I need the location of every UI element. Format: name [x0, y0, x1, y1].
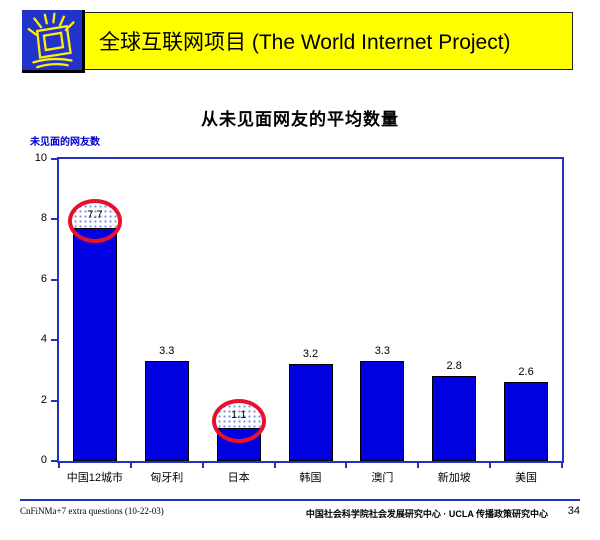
- bar-value: 2.8: [446, 360, 462, 373]
- category-label: 匈牙利: [150, 472, 184, 484]
- footer-left-text: CnFiNMa+7 extra questions (10-22-03): [20, 506, 164, 516]
- x-tick-mark: [201, 463, 204, 468]
- page-number: 34: [567, 505, 580, 517]
- y-tick-mark: [51, 339, 57, 342]
- x-tick-mark: [489, 463, 492, 468]
- category-label: 中国12城市: [66, 472, 124, 484]
- y-tick-mark: [51, 218, 57, 221]
- bar-1: [72, 228, 117, 461]
- bar-value-highlighted: 1.1: [230, 408, 247, 421]
- y-tick-label: 4: [40, 333, 47, 346]
- category-label: 美国: [515, 472, 538, 484]
- bar-value: 3.2: [302, 348, 319, 361]
- chart-title: 从未见面网友的平均数量: [201, 110, 399, 129]
- y-tick-mark: [51, 278, 57, 281]
- y-tick-label: 6: [40, 272, 47, 285]
- y-tick-mark: [51, 399, 57, 402]
- x-tick-mark: [561, 463, 563, 468]
- x-tick-mark: [58, 463, 60, 468]
- category-label: 澳门: [371, 472, 394, 484]
- bar-value: 3.3: [374, 345, 390, 358]
- category-label: 新加坡: [437, 472, 471, 484]
- x-tick-mark: [129, 463, 132, 468]
- y-tick-label: 8: [40, 212, 47, 225]
- x-tick-mark: [273, 463, 276, 468]
- bar-value-highlighted: 7.7: [87, 209, 103, 222]
- highlight-ellipse-ring: [211, 398, 266, 443]
- y-tick-mark: [51, 460, 57, 462]
- header-title: 全球互联网项目 (The World Internet Project): [99, 31, 511, 54]
- bar-2: [144, 361, 189, 461]
- plot-area: 0 2 4 6 8 10 中国12城市 7.7 匈牙利 3.3 日本 1.1 韩国 3.2 澳门 3.3 新加坡…: [35, 152, 564, 484]
- category-label: 韩国: [299, 472, 322, 484]
- y-tick-label: 0: [40, 454, 47, 466]
- bar-6: [432, 376, 477, 461]
- header-banner: 全球互联网项目 (The World Internet Project): [22, 12, 573, 70]
- x-tick-mark: [417, 463, 420, 468]
- highlight-ellipse-ring: [67, 199, 122, 244]
- bar-5: [360, 361, 405, 461]
- bar-4: [288, 364, 333, 461]
- y-axis-label: 未见面的网友数: [30, 137, 100, 148]
- bar-value: 3.3: [159, 345, 175, 358]
- footer-divider: [20, 499, 580, 501]
- y-tick-mark: [51, 158, 57, 160]
- category-label: 日本: [227, 472, 250, 484]
- y-tick-label: 2: [40, 393, 47, 406]
- x-tick-mark: [345, 463, 348, 468]
- footer-right-text: 中国社会科学院社会发展研究中心 · UCLA 传播政策研究中心: [305, 509, 548, 519]
- bar-value: 2.6: [518, 366, 534, 379]
- shining-monitor-icon: [22, 10, 85, 73]
- y-tick-label: 10: [34, 152, 47, 164]
- bar-7: [504, 382, 549, 461]
